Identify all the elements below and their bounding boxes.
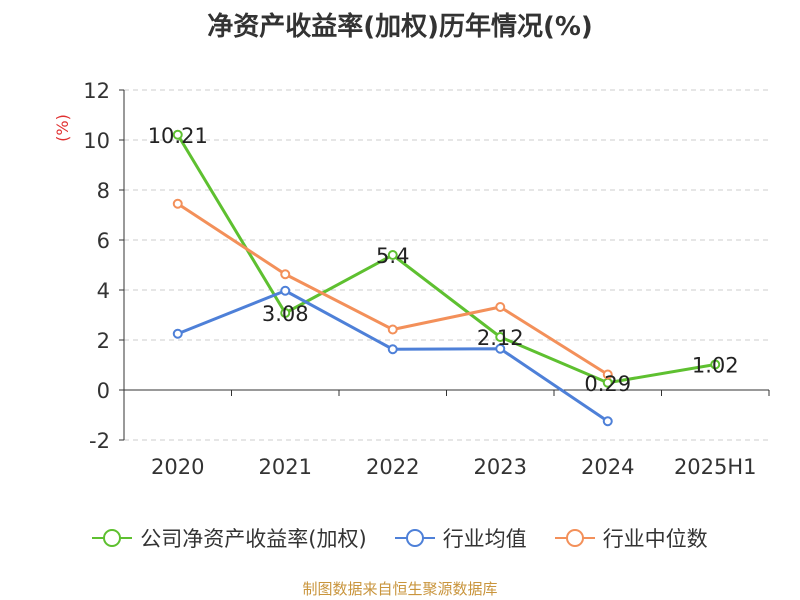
y-tick-label: -2 xyxy=(89,429,110,453)
legend-swatch xyxy=(554,529,595,547)
data-label: 0.29 xyxy=(584,372,631,396)
data-point xyxy=(602,416,613,427)
legend-item[interactable]: 行业中位数 xyxy=(554,523,708,553)
legend-item[interactable]: 行业均值 xyxy=(394,523,527,553)
x-tick-label: 2023 xyxy=(474,455,527,479)
data-label: 5.4 xyxy=(376,244,409,268)
x-tick-label: 2025H1 xyxy=(674,455,757,479)
y-tick-label: 2 xyxy=(97,329,110,353)
data-label: 1.02 xyxy=(692,354,739,378)
legend-label: 行业中位数 xyxy=(602,527,708,551)
y-tick-label: 8 xyxy=(97,179,110,203)
data-label: 10.21 xyxy=(148,124,208,148)
y-tick-label: 6 xyxy=(97,229,110,253)
legend-swatch-marker xyxy=(103,529,122,547)
series-lines xyxy=(172,129,721,427)
series-line-0 xyxy=(176,133,716,385)
data-point xyxy=(710,359,721,370)
y-tick-label: 12 xyxy=(83,79,110,103)
y-axis-label: (%) xyxy=(53,114,72,142)
x-tick-label: 2021 xyxy=(259,455,312,479)
data-point xyxy=(172,328,183,339)
x-tick-label: 2024 xyxy=(581,455,634,479)
data-label: 3.08 xyxy=(262,302,309,326)
data-point xyxy=(280,269,291,280)
legend-item[interactable]: 公司净资产收益率(加权) xyxy=(92,523,367,553)
x-tick-label: 2020 xyxy=(151,455,204,479)
data-point xyxy=(280,308,291,318)
data-labels: 10.21 3.08 5.4 2.12 0.29 1.02 xyxy=(148,124,739,396)
legend-swatch xyxy=(92,529,133,547)
data-point xyxy=(495,343,506,354)
data-point xyxy=(280,285,291,296)
x-tick-label: 2022 xyxy=(366,455,419,479)
y-tick-label: 4 xyxy=(97,279,110,303)
y-tick-label: 0 xyxy=(97,379,110,403)
axes: -2 0 2 4 6 8 10 12 2020 2021 2022 2023 2024 2025H1 xyxy=(83,79,770,479)
data-point xyxy=(602,369,613,380)
legend: 公司净资产收益率(加权) 行业均值 行业中位数 xyxy=(0,520,800,556)
legend-swatch-marker xyxy=(405,529,424,547)
y-tick-label: 10 xyxy=(83,129,110,153)
data-point xyxy=(172,198,183,209)
grid-lines xyxy=(124,89,769,441)
legend-label: 公司净资产收益率(加权) xyxy=(140,527,367,551)
data-point xyxy=(172,129,183,140)
data-point xyxy=(387,344,398,355)
chart-title: 净资产收益率(加权)历年情况(%) xyxy=(207,12,593,42)
data-point xyxy=(495,332,506,342)
data-label: 2.12 xyxy=(477,326,524,350)
data-point xyxy=(387,250,398,260)
legend-swatch xyxy=(394,529,435,547)
source-note: 制图数据来自恒生聚源数据库 xyxy=(302,580,498,598)
legend-label: 行业均值 xyxy=(442,527,527,551)
legend-swatch-marker xyxy=(565,529,584,547)
data-point xyxy=(387,324,398,335)
data-point xyxy=(495,302,506,312)
